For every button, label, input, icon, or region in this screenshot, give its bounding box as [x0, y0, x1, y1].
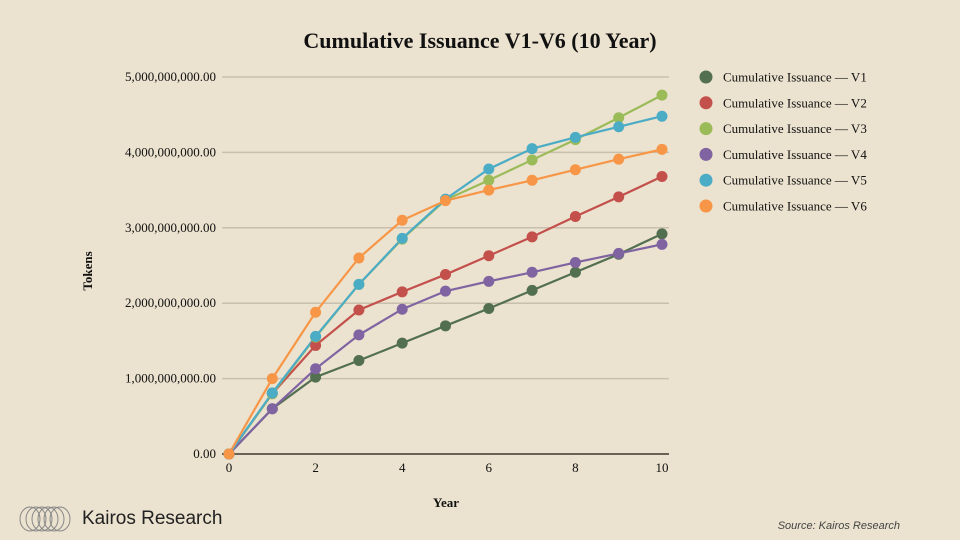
y-tick-label: 1,000,000,000.00 [125, 371, 216, 386]
brand-name: Kairos Research [82, 508, 223, 529]
data-point-v5 [656, 110, 668, 122]
data-point-v5 [483, 163, 495, 175]
legend-marker-v2 [699, 96, 713, 110]
data-point-v6 [266, 373, 278, 385]
data-point-v6 [396, 214, 408, 226]
data-point-v1 [656, 228, 668, 240]
y-tick-label: 2,000,000,000.00 [125, 295, 216, 310]
source-note: Source: Kairos Research [777, 520, 900, 532]
legend-label-v3: Cumulative Issuance — V3 [723, 121, 867, 136]
data-point-v1 [310, 371, 322, 383]
y-tick-label: 3,000,000,000.00 [125, 220, 216, 235]
data-point-v5 [310, 330, 322, 342]
x-axis-label: Year [433, 495, 459, 510]
y-tick-label: 5,000,000,000.00 [125, 69, 216, 84]
data-point-v1 [440, 320, 451, 332]
data-point-v5 [396, 232, 408, 244]
data-point-v6 [353, 252, 365, 264]
series-line-v2 [228, 175, 663, 455]
legend-label-v1: Cumulative Issuance — V1 [723, 70, 867, 85]
legend-label-v6: Cumulative Issuance — V6 [723, 199, 867, 214]
data-point-v2 [613, 191, 625, 203]
data-point-v4 [613, 247, 625, 259]
data-point-v5 [569, 131, 581, 143]
x-tick-label: 4 [399, 460, 406, 475]
x-tick-label: 8 [572, 460, 579, 475]
data-point-v3 [483, 174, 495, 186]
x-tick-label: 0 [226, 460, 233, 475]
data-point-v4 [396, 303, 408, 315]
data-point-v3 [526, 154, 538, 166]
data-point-v3 [613, 112, 625, 124]
data-point-v4 [353, 329, 365, 341]
data-point-v5 [613, 121, 625, 133]
data-point-v1 [526, 284, 538, 296]
data-point-v6 [440, 195, 451, 207]
data-point-v1 [569, 266, 581, 278]
data-point-v2 [569, 210, 581, 222]
data-point-v4 [526, 266, 538, 278]
kairos-logo-icon [19, 506, 71, 532]
data-point-v5 [266, 387, 278, 399]
data-point-v3 [656, 89, 668, 101]
data-point-v2 [656, 171, 668, 183]
data-point-v6 [656, 143, 668, 155]
data-point-v6 [223, 448, 235, 460]
data-point-v2 [396, 286, 408, 298]
data-point-v6 [613, 153, 625, 165]
data-point-v2 [310, 339, 322, 351]
legend-label-v2: Cumulative Issuance — V2 [723, 95, 867, 110]
data-point-v6 [310, 306, 322, 318]
data-point-v6 [483, 184, 495, 196]
chart-title: Cumulative Issuance V1-V6 (10 Year) [303, 28, 657, 53]
data-point-v4 [440, 285, 451, 297]
legend-marker-v1 [699, 70, 713, 84]
data-point-v4 [569, 256, 581, 268]
data-point-v4 [310, 363, 322, 375]
y-tick-label: 0.00 [193, 446, 216, 461]
data-point-v2 [353, 304, 365, 316]
data-point-v2 [483, 250, 495, 262]
brand-logo: Kairos Research [18, 506, 222, 532]
legend-marker-v6 [699, 199, 713, 213]
data-point-v6 [526, 174, 538, 186]
data-point-v1 [353, 355, 365, 367]
data-point-v1 [483, 302, 495, 314]
data-point-v1 [396, 337, 408, 349]
legend-label-v4: Cumulative Issuance — V4 [723, 147, 867, 162]
y-tick-label: 4,000,000,000.00 [125, 144, 216, 159]
x-tick-label: 6 [486, 460, 493, 475]
data-point-v2 [440, 269, 451, 281]
legend-marker-v3 [699, 122, 713, 136]
data-point-v4 [266, 403, 278, 415]
y-axis-label: Tokens [80, 251, 95, 290]
x-tick-label: 2 [312, 460, 319, 475]
data-point-v4 [656, 238, 668, 250]
data-point-v6 [569, 164, 581, 176]
data-point-v5 [526, 143, 538, 155]
data-point-v4 [483, 275, 495, 287]
data-point-v2 [526, 231, 538, 243]
legend-marker-v4 [699, 147, 713, 161]
series-line-v5 [228, 115, 663, 455]
data-point-v5 [353, 278, 365, 290]
legend-marker-v5 [699, 173, 713, 187]
legend-label-v5: Cumulative Issuance — V5 [723, 173, 867, 188]
x-tick-label: 10 [656, 460, 669, 475]
